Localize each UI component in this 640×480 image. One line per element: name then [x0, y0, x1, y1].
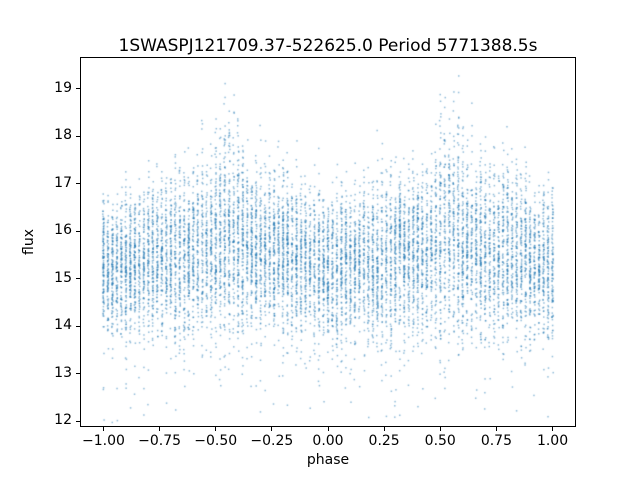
x-tick-mark — [102, 427, 104, 431]
y-tick-label: 13 — [54, 364, 72, 381]
y-tick-label: 16 — [54, 222, 72, 239]
y-tick-label: 18 — [54, 127, 72, 144]
x-tick-mark — [159, 427, 161, 431]
y-tick-mark — [76, 183, 80, 185]
x-tick-mark — [552, 427, 554, 431]
y-tick-mark — [76, 135, 80, 137]
x-tick-label: 0.00 — [312, 433, 344, 449]
y-tick-label: 12 — [54, 412, 72, 429]
x-tick-mark — [271, 427, 273, 431]
y-tick-label: 14 — [54, 317, 72, 334]
x-tick-label: −1.00 — [82, 433, 125, 449]
x-tick-label: 0.75 — [480, 433, 512, 449]
x-tick-label: −0.25 — [250, 433, 294, 449]
y-tick-mark — [76, 420, 80, 422]
x-tick-mark — [439, 427, 441, 431]
x-tick-label: 0.25 — [368, 433, 400, 449]
x-tick-mark — [215, 427, 217, 431]
y-tick-label: 15 — [54, 269, 72, 286]
y-tick-label: 17 — [54, 174, 72, 191]
y-tick-mark — [76, 230, 80, 232]
y-tick-label: 19 — [54, 79, 72, 96]
x-tick-label: 0.50 — [424, 433, 456, 449]
scatter-canvas — [81, 58, 575, 426]
y-axis-label: flux — [21, 229, 37, 255]
x-tick-mark — [327, 427, 329, 431]
plot-area — [80, 57, 576, 427]
x-tick-label: 1.00 — [536, 433, 569, 449]
y-tick-mark — [76, 88, 80, 90]
x-tick-mark — [383, 427, 385, 431]
x-tick-mark — [495, 427, 497, 431]
y-tick-mark — [76, 373, 80, 375]
chart-title: 1SWASPJ121709.37-522625.0 Period 5771388… — [118, 36, 538, 56]
x-tick-label: −0.50 — [194, 433, 238, 449]
y-tick-mark — [76, 278, 80, 280]
y-tick-mark — [76, 325, 80, 327]
x-axis-label: phase — [306, 452, 350, 468]
x-tick-label: −0.75 — [138, 433, 182, 449]
